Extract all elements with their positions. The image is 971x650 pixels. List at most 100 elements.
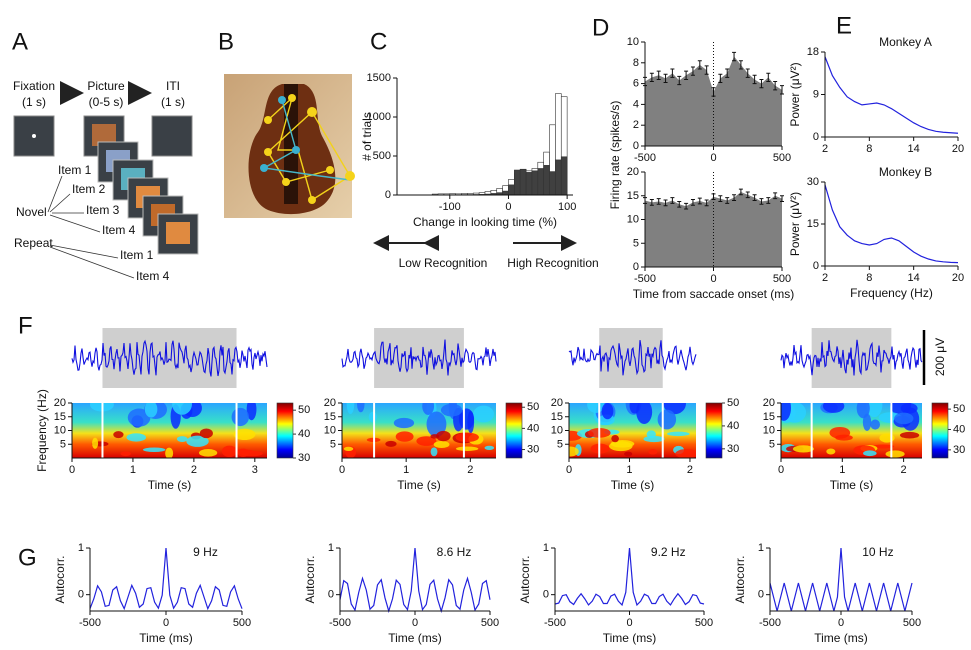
error-bar [780, 195, 784, 202]
x-tick-label: -500 [759, 617, 781, 629]
x-tick-label: -500 [544, 617, 566, 629]
y-tick-label: 15 [807, 218, 819, 230]
x-tick-label: 1 [130, 464, 136, 476]
x-tick-label: 0 [838, 617, 844, 629]
spectrogram-blob [455, 432, 479, 443]
error-bar [690, 66, 695, 76]
spectrogram-blob [862, 413, 872, 431]
error-bar [656, 70, 661, 80]
spectrogram-blob [433, 440, 450, 449]
x-tick-label: 2 [822, 143, 828, 155]
y-tick-label: 0 [328, 589, 334, 601]
group-label: Repeat [14, 236, 53, 250]
x-tick-label: 500 [903, 617, 921, 629]
spectrogram-blob [430, 447, 438, 457]
error-bar [684, 202, 689, 210]
y-tick-label: 20 [54, 397, 66, 409]
panel-label: F [18, 313, 33, 340]
line [769, 547, 913, 612]
bar [543, 165, 550, 196]
spectrogram-blob [636, 403, 653, 424]
y-tick-label: 15 [54, 411, 66, 423]
scale-bar-label: 200 μV [933, 338, 947, 376]
y-tick-label: 4 [633, 98, 639, 110]
step-label: ITI [166, 79, 180, 93]
bar [519, 168, 527, 196]
spectrogram-blob [822, 403, 845, 413]
spectrogram-blob [624, 451, 633, 457]
error-bar [738, 188, 743, 196]
error-bar [718, 195, 723, 202]
spectrogram-blob [781, 403, 792, 421]
error-bar [670, 68, 675, 78]
x-axis-label: Time (ms) [814, 631, 868, 645]
chart-title: 8.6 Hz [437, 545, 472, 559]
x-axis-label: Time (ms) [603, 631, 657, 645]
group-label: Novel [16, 205, 47, 219]
colorbar-tick-label: 30 [953, 444, 965, 456]
y-tick-label: 5 [633, 237, 639, 249]
spectrogram-blob [127, 408, 151, 427]
spectrogram-blob [885, 450, 905, 458]
spectrogram-blob [456, 446, 479, 451]
stimulus-period [102, 328, 237, 388]
y-tick-label: 5 [330, 438, 336, 450]
y-tick-label: 10 [627, 214, 639, 226]
spectrogram-blob [221, 445, 238, 457]
y-tick-label: 10 [627, 36, 639, 48]
spectrogram-blob [657, 409, 677, 430]
y-tick-label: 10 [763, 425, 775, 437]
spectrogram-blob [569, 446, 579, 457]
x-tick-label: -500 [634, 152, 656, 164]
step-duration: (0-5 s) [89, 95, 124, 109]
panel-label: C [370, 29, 387, 56]
spectrogram-blob [395, 431, 414, 442]
y-axis-label: # of trials [360, 112, 374, 161]
y-tick-label: 10 [551, 425, 563, 437]
x-axis-label: Time (s) [611, 478, 655, 492]
bar [514, 169, 521, 196]
error-bar [690, 199, 695, 206]
panel-label: G [18, 545, 37, 572]
item-stack [97, 141, 199, 255]
line [824, 184, 959, 264]
chart: -500 0 500 0 1 Time (ms) Autocorr. 8.6 Hz [303, 542, 499, 645]
spectrogram-blob [198, 448, 218, 457]
lfp-trace [341, 339, 497, 376]
spectrogram-blob [422, 403, 435, 415]
colorbar-tick-label: 40 [298, 428, 310, 440]
spectrogram-image [342, 403, 496, 458]
spectrogram-blob [866, 403, 883, 418]
spectrogram-blob [870, 419, 881, 430]
x-tick-label: 500 [481, 617, 499, 629]
error-bar [649, 72, 654, 83]
x-tick-label: 0 [566, 464, 572, 476]
x-axis-label: Time from saccade onset (ms) [633, 287, 795, 301]
error-bar [697, 60, 702, 70]
y-tick-label: 5 [769, 438, 775, 450]
x-axis-label: Frequency (Hz) [850, 286, 933, 300]
y-tick-label: 0 [813, 260, 819, 272]
x-tick-label: 2 [901, 464, 907, 476]
spectrogram-blob [675, 449, 696, 458]
y-tick-label: 8 [633, 57, 639, 69]
bar [549, 171, 556, 196]
axis-line [89, 548, 242, 612]
y-tick-label: 0 [633, 140, 639, 152]
spectrogram-blob [467, 410, 475, 434]
y-tick-label: 0 [813, 131, 819, 143]
error-bar [732, 194, 737, 201]
colorbar-tick-label: 40 [953, 423, 965, 435]
y-axis-label: Power (μV²) [788, 192, 802, 256]
y-tick-label: 20 [627, 166, 639, 178]
screen [151, 115, 193, 157]
x-axis-label: Change in looking time (%) [413, 215, 557, 229]
error-bar [759, 198, 764, 205]
line [89, 547, 243, 611]
error-bar [752, 194, 757, 201]
error-bar [738, 60, 743, 70]
spectrogram-blob [646, 430, 656, 439]
y-tick-label: 1 [328, 542, 334, 554]
spectrogram-blob [246, 403, 257, 421]
